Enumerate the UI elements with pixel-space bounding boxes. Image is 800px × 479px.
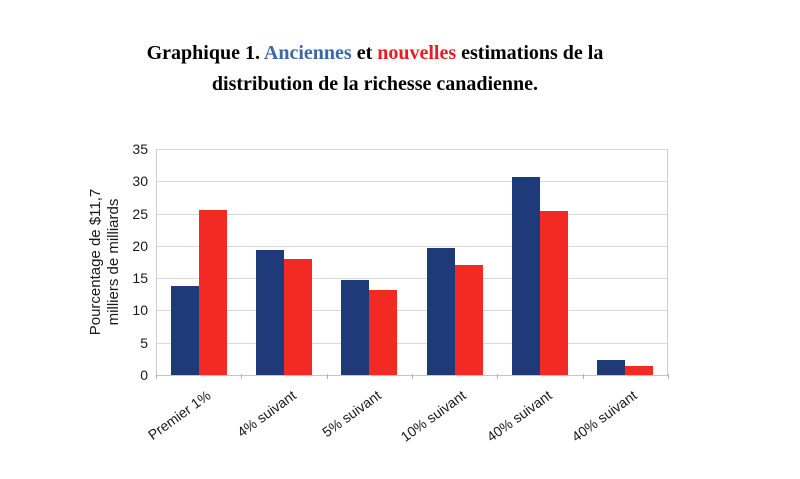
chart-title-segment: Anciennes: [263, 42, 352, 64]
x-tick-label: 10% suivant: [397, 387, 470, 445]
bar-anciennes-4: [512, 177, 540, 375]
chart-title-segment: et: [351, 42, 378, 64]
bar-anciennes-3: [427, 248, 455, 375]
bar-nouvelles-4: [540, 211, 568, 375]
y-tick-label: 10: [132, 302, 148, 318]
x-tick-label: 5% suivant: [318, 387, 384, 441]
chart-title-segment: Graphique 1.: [146, 42, 264, 64]
bar-nouvelles-3: [455, 265, 483, 375]
bar-anciennes-2: [341, 280, 369, 375]
y-tick-label: 15: [132, 270, 148, 286]
axis-tick: [583, 374, 584, 379]
x-tick-label: 40% suivant: [568, 387, 640, 445]
chart-title-line2: distribution de la richesse canadienne.: [211, 73, 539, 95]
bar-anciennes-5: [597, 360, 625, 375]
x-tick-label: 4% suivant: [233, 387, 299, 441]
gridline-15: [156, 278, 668, 279]
chart-title: Graphique 1. Anciennes et nouvelles esti…: [0, 38, 750, 100]
axis-tick: [241, 374, 242, 379]
x-tick-label: 40% suivant: [483, 387, 555, 445]
axis-tick: [412, 374, 413, 379]
axis-tick: [497, 374, 498, 379]
bar-nouvelles-5: [625, 366, 653, 375]
gridline-5: [156, 343, 668, 344]
x-tick-label: Premier 1%: [144, 387, 214, 443]
y-tick-label: 30: [132, 173, 148, 189]
gridline-20: [156, 246, 668, 247]
y-tick-label: 20: [132, 238, 148, 254]
gridline-30: [156, 181, 668, 182]
chart-title-segment: nouvelles: [377, 42, 457, 64]
y-axis-title-line: Pourcentage de $11,7: [87, 188, 104, 336]
chart-title-line1: Graphique 1. Anciennes et nouvelles esti…: [0, 38, 750, 69]
gridline-10: [156, 310, 668, 311]
axis-tick: [668, 374, 669, 379]
chart-title-segment: estimations de la: [456, 42, 604, 64]
y-tick-label: 25: [132, 206, 148, 222]
plot-border-left: [156, 149, 157, 375]
axis-tick: [156, 374, 157, 379]
gridline-35: [156, 149, 668, 150]
bar-nouvelles-2: [369, 290, 397, 375]
y-tick-label: 35: [132, 141, 148, 157]
plot-border-right: [667, 149, 668, 375]
y-tick-label: 0: [140, 367, 148, 383]
gridline-25: [156, 214, 668, 215]
bar-anciennes-1: [256, 250, 284, 375]
y-tick-label: 5: [140, 335, 148, 351]
bar-anciennes-0: [171, 286, 199, 375]
bar-nouvelles-1: [284, 259, 312, 375]
axis-tick: [327, 374, 328, 379]
bar-nouvelles-0: [199, 210, 227, 375]
